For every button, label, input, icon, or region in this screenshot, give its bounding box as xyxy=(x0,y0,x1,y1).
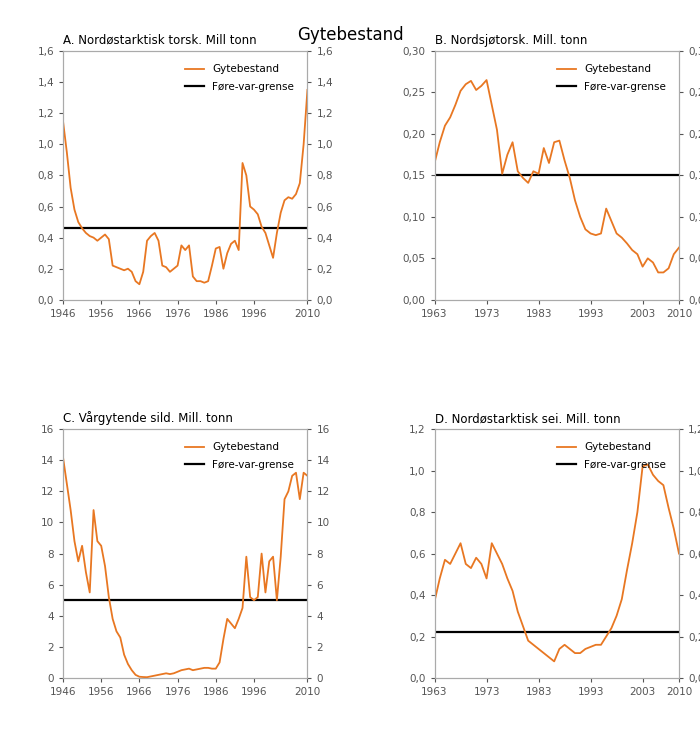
Text: A. Nordøstarktisk torsk. Mill tonn: A. Nordøstarktisk torsk. Mill tonn xyxy=(63,34,257,47)
Text: Gytebestand: Gytebestand xyxy=(297,26,403,44)
Legend: Gytebestand, Føre-var-grense: Gytebestand, Føre-var-grense xyxy=(554,440,669,473)
Legend: Gytebestand, Føre-var-grense: Gytebestand, Føre-var-grense xyxy=(182,61,298,95)
Text: C. Vårgytende sild. Mill. tonn: C. Vårgytende sild. Mill. tonn xyxy=(63,411,233,425)
Legend: Gytebestand, Føre-var-grense: Gytebestand, Føre-var-grense xyxy=(554,61,669,95)
Text: D. Nordøstarktisk sei. Mill. tonn: D. Nordøstarktisk sei. Mill. tonn xyxy=(435,412,620,425)
Text: B. Nordsjøtorsk. Mill. tonn: B. Nordsjøtorsk. Mill. tonn xyxy=(435,34,587,47)
Legend: Gytebestand, Føre-var-grense: Gytebestand, Føre-var-grense xyxy=(182,440,298,473)
